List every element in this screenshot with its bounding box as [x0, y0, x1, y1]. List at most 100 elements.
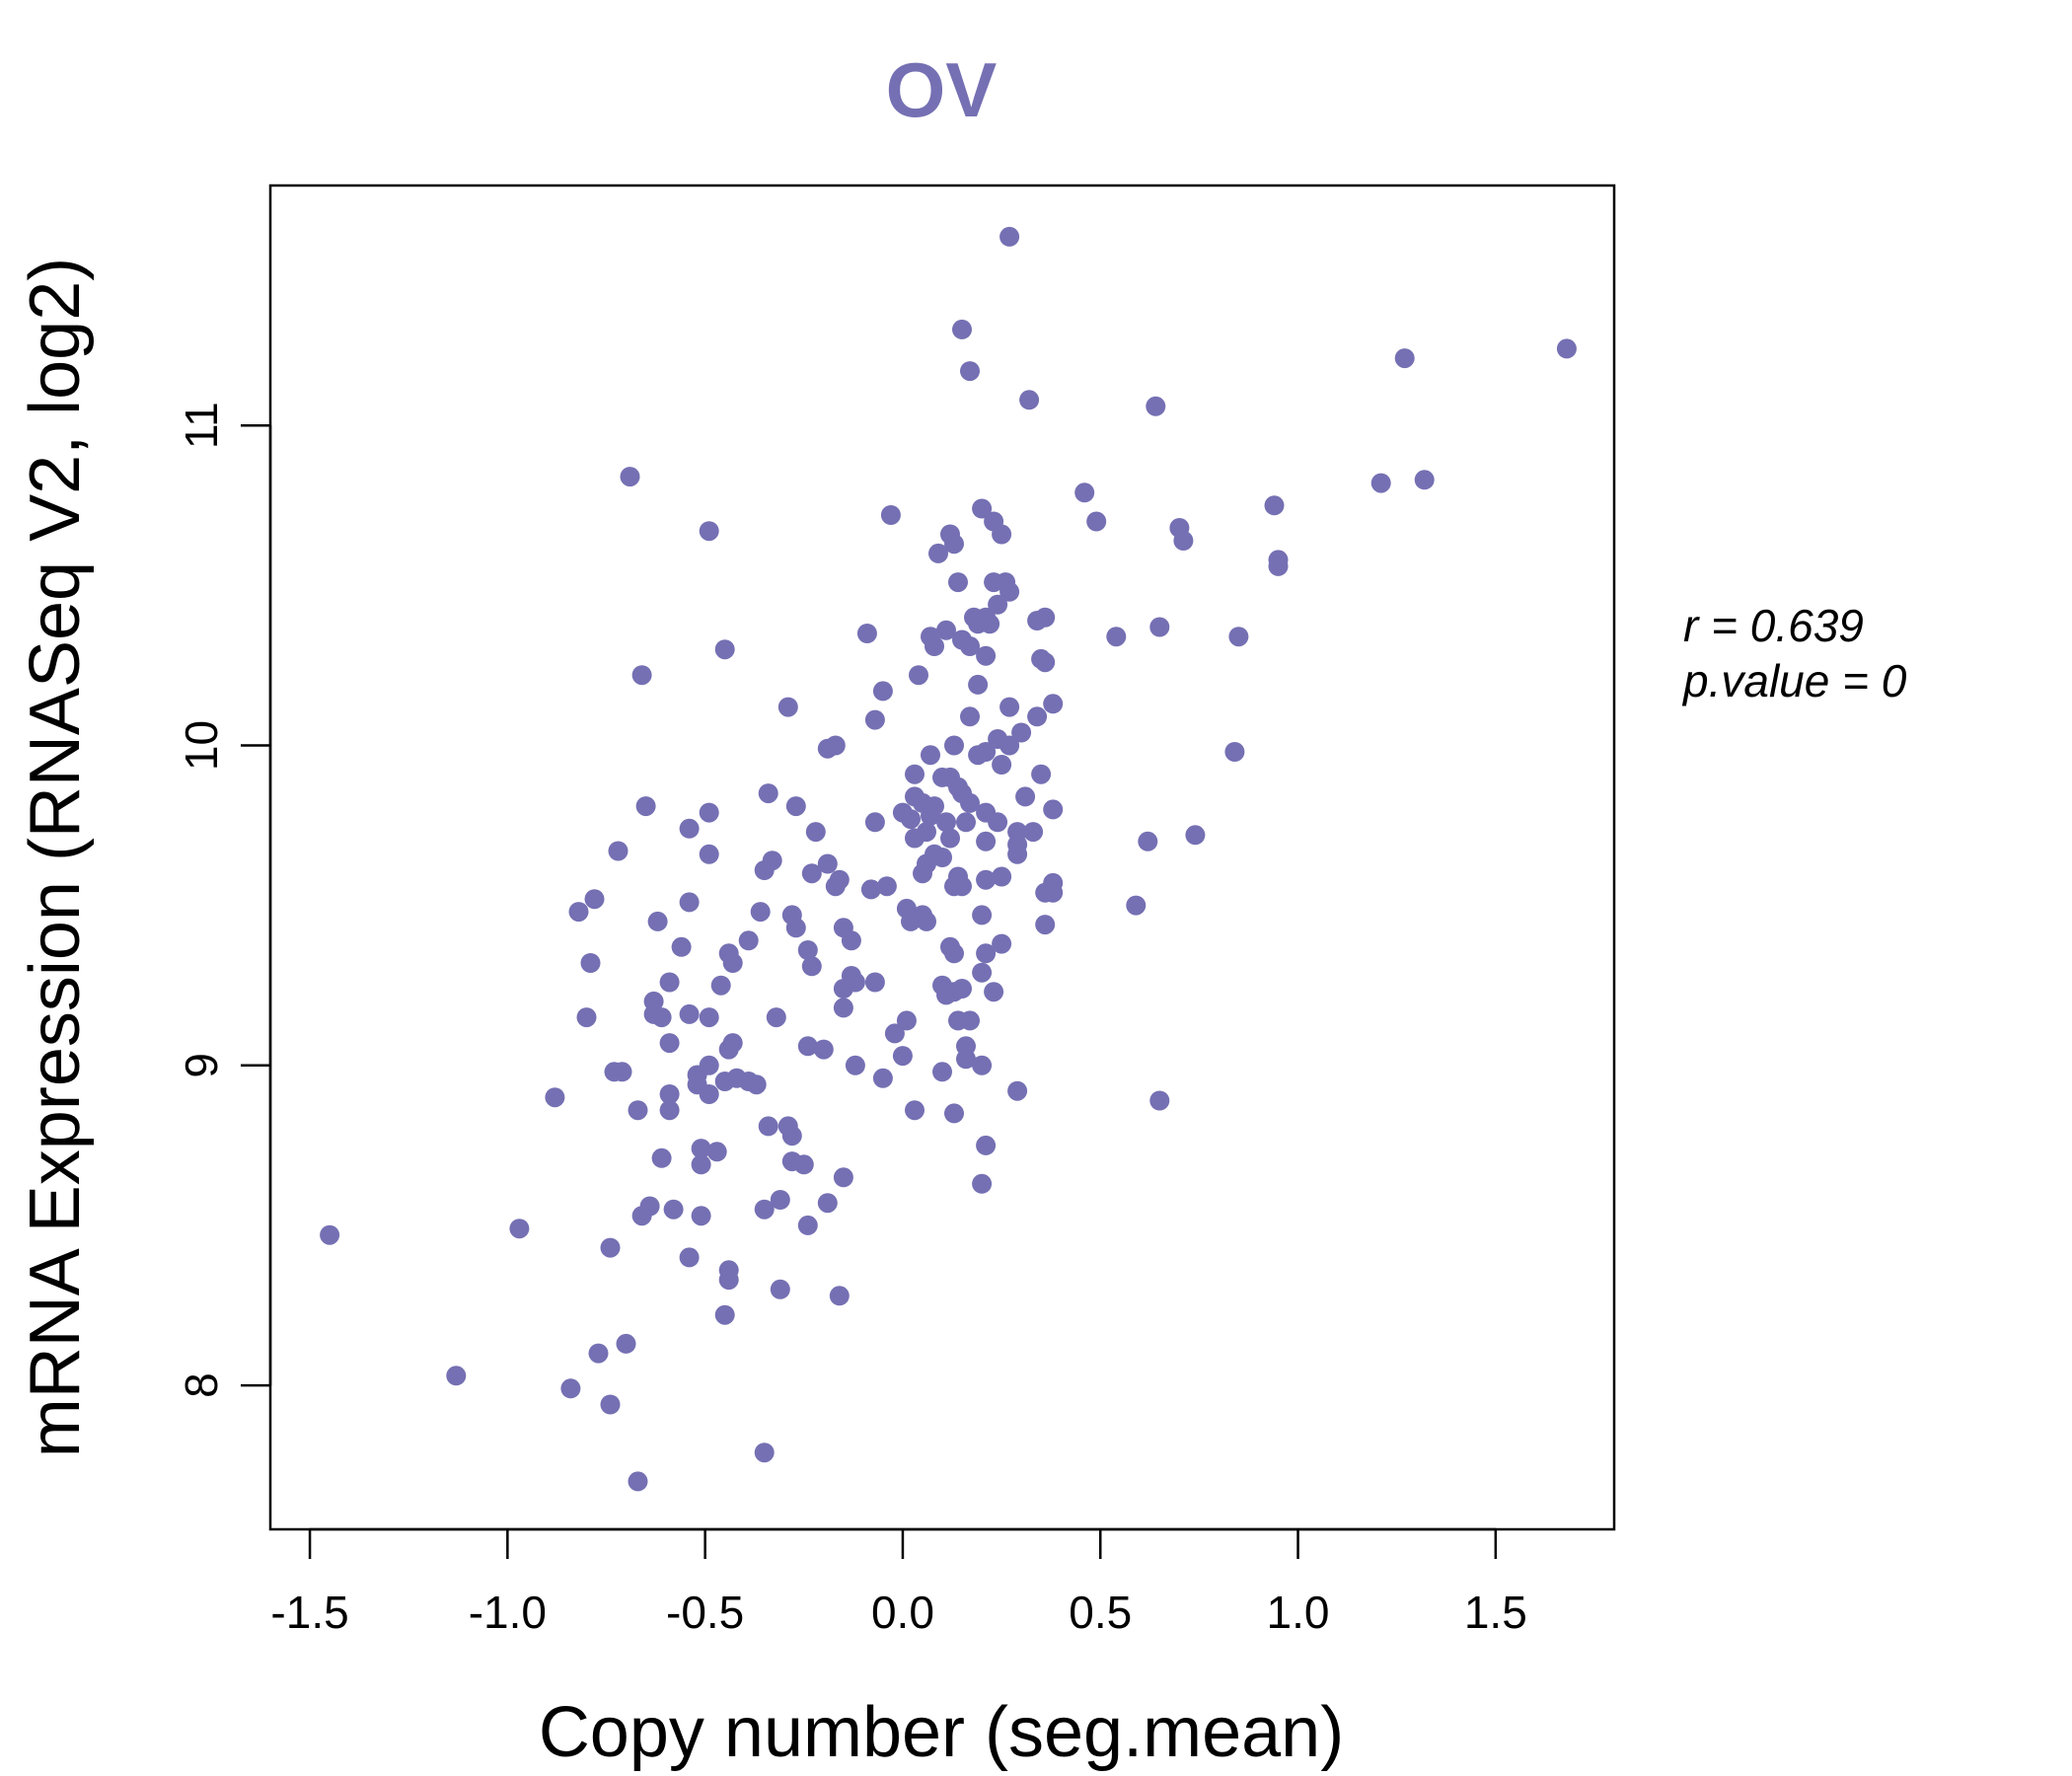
data-point-217	[793, 1154, 814, 1175]
data-point-100	[940, 828, 960, 849]
data-point-3	[1019, 390, 1040, 410]
data-point-57	[1011, 722, 1032, 743]
data-point-132	[750, 902, 771, 923]
x-tick-label: -0.5	[666, 1587, 744, 1638]
data-point-178	[884, 1023, 905, 1044]
data-point-211	[781, 1126, 802, 1147]
data-point-5	[1394, 348, 1415, 369]
data-point-45	[1228, 627, 1249, 647]
data-point-200	[932, 1062, 952, 1082]
data-point-164	[766, 1007, 786, 1028]
data-point-213	[706, 1142, 727, 1162]
data-point-228	[797, 1215, 818, 1235]
data-point-114	[825, 876, 846, 897]
data-point-70	[905, 764, 925, 784]
data-point-128	[1126, 895, 1147, 916]
data-point-122	[992, 866, 1012, 887]
data-point-212	[691, 1139, 711, 1159]
data-point-155	[580, 953, 601, 973]
data-point-40	[925, 636, 944, 656]
data-point-95	[1043, 799, 1064, 820]
data-point-41	[976, 645, 997, 666]
data-point-174	[984, 982, 1004, 1002]
data-point-46	[714, 639, 735, 660]
data-point-116	[860, 879, 881, 900]
x-tick-label: 0.5	[1069, 1587, 1132, 1638]
data-point-81	[635, 796, 656, 817]
data-point-156	[659, 972, 680, 993]
data-point-93	[1031, 764, 1052, 784]
data-point-243	[754, 1443, 775, 1463]
data-point-232	[679, 1247, 700, 1268]
data-point-117	[913, 863, 932, 884]
data-point-225	[770, 1190, 790, 1210]
data-point-203	[545, 1087, 565, 1108]
data-point-42	[856, 624, 877, 643]
y-tick-label: 9	[176, 1053, 227, 1078]
data-point-143	[841, 930, 861, 951]
data-point-239	[588, 1343, 609, 1364]
data-point-136	[671, 936, 692, 957]
data-point-115	[876, 876, 897, 897]
data-point-53	[777, 697, 798, 717]
data-point-88	[956, 812, 976, 833]
data-point-184	[892, 1046, 913, 1067]
data-point-227	[817, 1193, 838, 1214]
data-point-96	[864, 812, 885, 833]
data-point-39	[960, 636, 980, 656]
data-point-173	[952, 979, 972, 999]
x-tick-label: 1.5	[1464, 1587, 1527, 1638]
data-point-108	[1007, 844, 1028, 864]
data-point-20	[944, 534, 964, 555]
data-point-6	[1556, 338, 1577, 359]
data-point-61	[825, 735, 846, 756]
data-point-209	[758, 1116, 778, 1137]
data-point-167	[833, 979, 853, 999]
data-point-99	[917, 822, 936, 843]
data-point-24	[992, 524, 1012, 545]
data-point-208	[944, 1103, 964, 1124]
data-point-127	[1185, 825, 1206, 846]
data-point-56	[1027, 706, 1048, 727]
data-point-101	[976, 831, 997, 851]
data-point-28	[999, 581, 1020, 602]
data-point-198	[845, 1055, 865, 1075]
data-point-230	[509, 1219, 530, 1239]
data-point-80	[785, 796, 806, 817]
data-point-222	[663, 1199, 684, 1220]
data-point-68	[976, 742, 997, 762]
data-point-202	[1149, 1090, 1170, 1111]
data-point-238	[616, 1333, 636, 1354]
data-point-29	[988, 594, 1008, 615]
data-point-112	[801, 863, 822, 884]
data-point-2	[960, 361, 980, 382]
data-point-79	[758, 783, 778, 804]
data-point-72	[932, 767, 952, 787]
data-point-140	[797, 940, 818, 960]
data-point-10	[1086, 511, 1107, 532]
x-tick-label: -1.5	[270, 1587, 348, 1638]
data-point-141	[801, 956, 822, 977]
data-point-187	[972, 1055, 993, 1075]
data-point-25	[948, 572, 968, 593]
data-point-147	[917, 911, 936, 931]
data-point-135	[647, 911, 668, 931]
data-point-50	[909, 665, 928, 686]
data-point-51	[968, 674, 989, 695]
data-point-153	[976, 943, 997, 964]
data-point-36	[936, 620, 956, 640]
data-point-82	[699, 802, 719, 823]
data-point-160	[651, 1007, 672, 1028]
data-point-240	[446, 1366, 467, 1386]
y-axis-label: mRNA Expression (RNASeq V2, log2)	[16, 258, 95, 1457]
y-tick-label: 10	[176, 720, 227, 771]
data-point-54	[999, 697, 1020, 717]
y-axis: 8 9 10 11	[176, 402, 272, 1398]
data-point-244	[628, 1471, 648, 1492]
data-point-129	[584, 889, 605, 910]
data-point-21	[928, 543, 948, 563]
chart-title: OV	[886, 46, 998, 133]
data-point-197	[699, 1084, 719, 1104]
data-point-226	[754, 1199, 775, 1220]
data-point-97	[805, 822, 826, 843]
